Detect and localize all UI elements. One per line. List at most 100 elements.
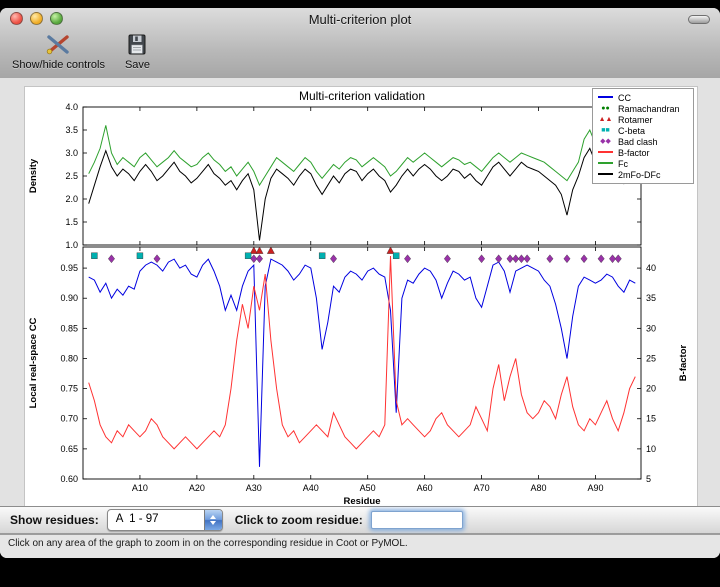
diamond-marker [250,254,258,264]
svg-text:A20: A20 [189,483,205,493]
diamond-marker [523,254,531,264]
chevron-up-icon [210,515,217,519]
legend-label: Fc [618,158,628,169]
diamond-marker [517,254,525,264]
svg-text:2.5: 2.5 [65,171,78,181]
square-marker [91,252,98,259]
legend-entry: ◆◆ Bad clash [597,136,689,147]
diamond-marker [563,254,571,264]
svg-text:B-factor: B-factor [678,344,689,381]
status-bar: Click on any area of the graph to zoom i… [0,534,720,558]
svg-text:2.0: 2.0 [65,194,78,204]
svg-text:Local real-space CC: Local real-space CC [28,317,39,408]
legend-label: 2mFo-DFc [618,169,661,180]
figure: Multi-criterion validation 1.0 1.5 2.0 2.5 3.… [24,86,698,508]
svg-text:0.60: 0.60 [60,474,78,484]
svg-text:10: 10 [646,444,656,454]
square-marker [244,252,252,259]
square-marker [392,252,400,259]
square-marker [136,252,144,259]
window-title: Multi-criterion plot [308,11,412,27]
legend-entry: Fc [597,158,689,169]
svg-text:0.90: 0.90 [60,293,78,303]
save-label: Save [124,59,151,71]
legend-circle-swatch: ●● [601,104,610,112]
svg-text:0.80: 0.80 [60,353,78,363]
svg-text:0.95: 0.95 [60,263,78,273]
save-icon [126,31,148,59]
diamond-marker [153,254,161,264]
triangle-marker [255,246,264,254]
diamond-marker [546,254,554,264]
legend-entry: ●● Ramachandran [597,103,689,114]
close-button[interactable] [10,12,23,25]
legend-line-swatch [597,148,614,158]
show-residues-label: Show residues: [10,513,99,527]
diamond-marker [580,254,588,264]
chain-range-value: A 1 - 97 [115,513,159,525]
series-B-factor [88,255,636,450]
diamond-marker [506,254,514,264]
validation-chart[interactable]: Multi-criterion validation 1.0 1.5 2.0 2.5 3.… [25,87,697,507]
diamond-marker [443,254,451,264]
svg-text:1.0: 1.0 [65,240,78,250]
svg-text:A90: A90 [587,483,603,493]
traffic-lights [10,12,63,25]
svg-text:A60: A60 [417,483,433,493]
chart-legend: CC ●● Ramachandran ▲▲ Rotamer ■■ C-beta ◆◆ Bad c… [592,88,694,184]
legend-line-swatch [597,93,614,103]
legend-label: B-factor [618,147,650,158]
diamond-marker [512,254,520,264]
legend-label: Bad clash [618,136,658,147]
diamond-marker [256,254,263,264]
svg-text:3.0: 3.0 [65,148,78,158]
toolbar: Show/hide controls Save [0,30,720,78]
legend-label: C-beta [618,125,646,136]
svg-text:20: 20 [646,384,656,394]
legend-entry: CC [597,92,689,103]
diamond-marker [614,254,622,264]
app-window: Multi-criterion plot Show/hide controls [0,8,720,558]
control-bar: Show residues: A 1 - 97 Click to zoom re… [0,506,720,534]
svg-text:35: 35 [646,293,656,303]
svg-text:A40: A40 [303,483,319,493]
toolbar-toggle-button[interactable] [688,15,710,24]
diamond-marker [404,254,412,264]
legend-entry: B-factor [597,147,689,158]
top-axes [82,106,642,246]
plot-region: Multi-criterion validation 1.0 1.5 2.0 2.5 3.… [0,78,720,508]
legend-entry: 2mFo-DFc [597,169,689,180]
svg-text:40: 40 [646,263,656,273]
show-hide-controls-button[interactable]: Show/hide controls [12,31,105,71]
legend-label: Rotamer [618,114,653,125]
triangle-marker [249,246,258,254]
legend-entry: ▲▲ Rotamer [597,114,689,125]
zoom-residue-input[interactable] [370,511,463,529]
svg-text:0.75: 0.75 [60,384,78,394]
svg-text:A10: A10 [132,483,148,493]
save-button[interactable]: Save [125,31,150,71]
svg-text:4.0: 4.0 [65,102,78,112]
svg-text:Density: Density [28,158,39,193]
zoom-button[interactable] [50,12,63,25]
series-Fc [88,125,636,187]
svg-text:A50: A50 [360,483,376,493]
legend-square-swatch: ■■ [601,126,610,134]
svg-text:25: 25 [646,353,656,363]
square-marker [318,252,326,259]
svg-text:1.5: 1.5 [65,217,78,227]
chart-title: Multi-criterion validation [299,89,425,103]
legend-triangle-swatch: ▲▲ [598,115,613,123]
diamond-marker [609,254,616,264]
triangle-marker [266,246,275,254]
series-CC [88,258,636,467]
series-2mFo-DFc [88,147,636,241]
chain-range-select[interactable]: A 1 - 97 [106,509,223,531]
minimize-button[interactable] [30,12,43,25]
diamond-marker [108,254,115,264]
legend-diamond-swatch: ◆◆ [600,137,611,145]
controls-icon [45,31,71,59]
show-hide-controls-label: Show/hide controls [12,59,105,71]
legend-label: CC [618,92,631,103]
legend-entry: ■■ C-beta [597,125,689,136]
